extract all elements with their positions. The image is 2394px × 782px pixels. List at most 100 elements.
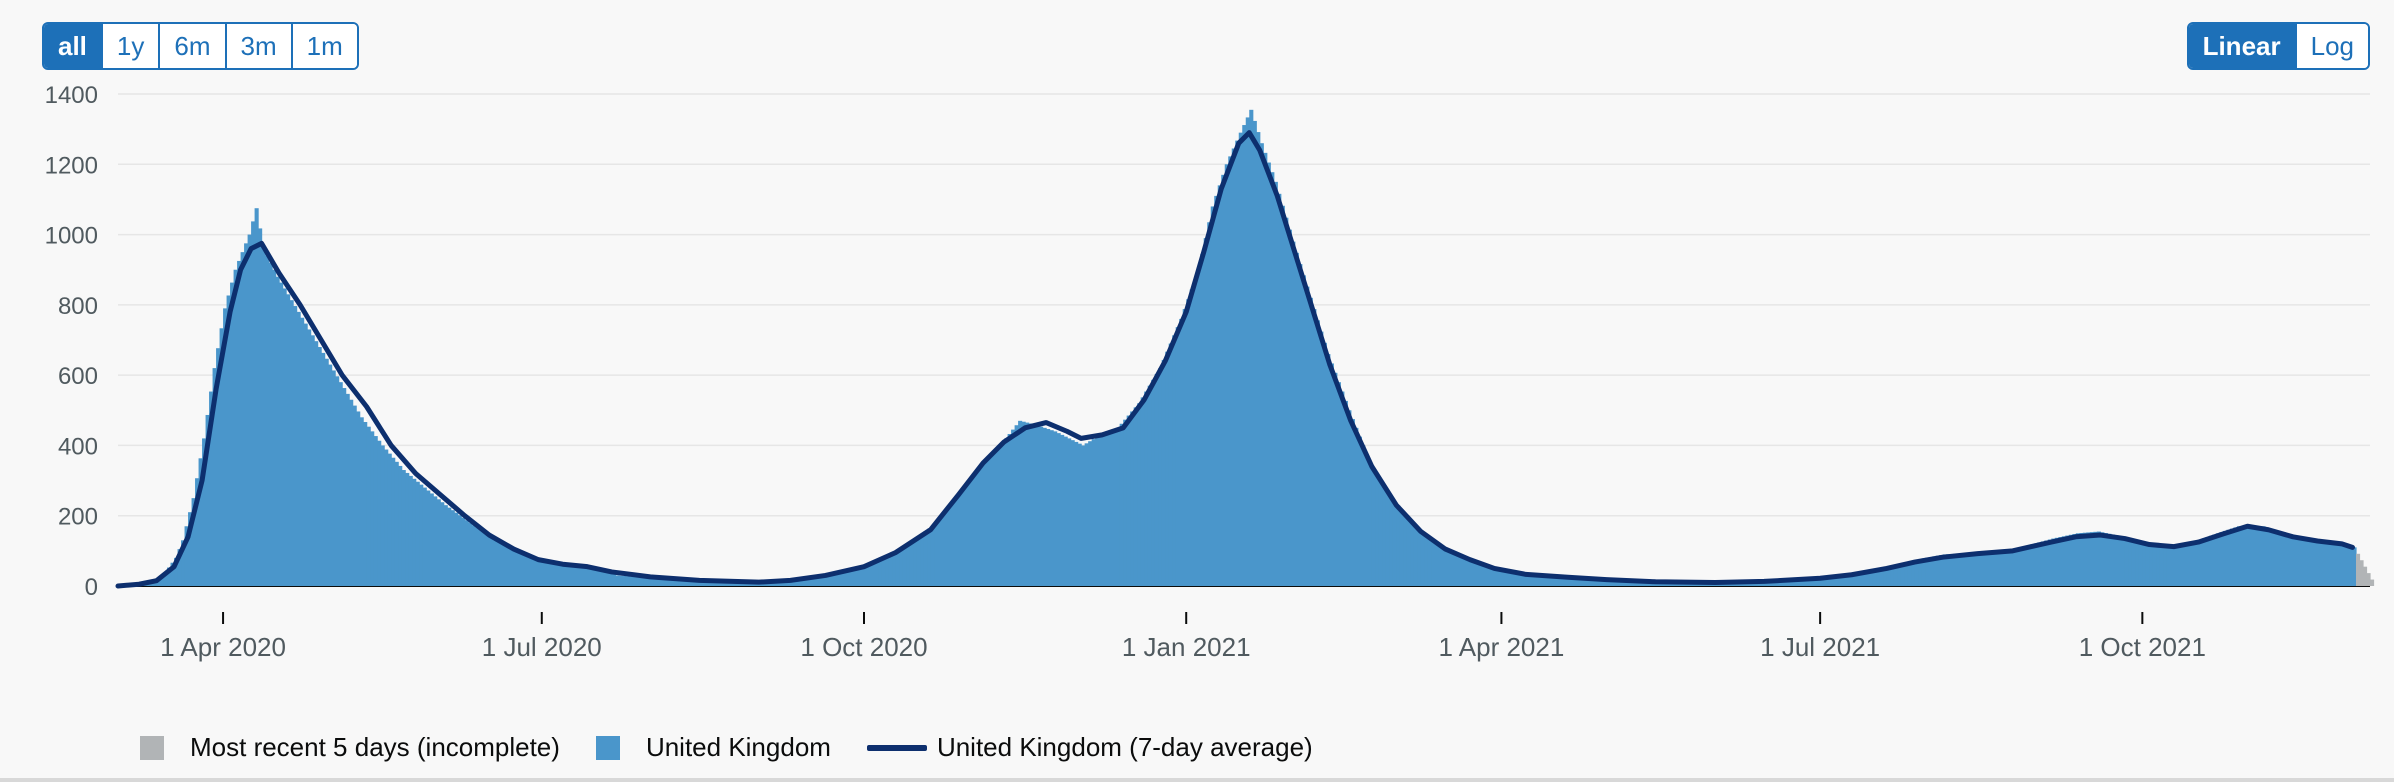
daily-bar xyxy=(391,457,396,586)
daily-bar xyxy=(1872,569,1877,586)
daily-bar xyxy=(2208,535,2213,586)
daily-bar xyxy=(1042,427,1047,586)
daily-bar xyxy=(1354,427,1359,586)
daily-bar xyxy=(685,580,690,586)
daily-bar xyxy=(1133,407,1138,586)
daily-bar xyxy=(177,549,182,586)
daily-bar xyxy=(387,453,392,586)
daily-bar xyxy=(1504,571,1510,586)
legend-label-incomplete: Most recent 5 days (incomplete) xyxy=(190,732,560,762)
daily-bar xyxy=(1837,575,1842,586)
daily-bar xyxy=(601,571,606,586)
cases-chart[interactable]: 0 200 400 600 800 1000 1200 1400 1 Apr 2020 1 Ju… xyxy=(0,0,2394,720)
daily-bar xyxy=(226,295,231,586)
daily-bar xyxy=(1900,563,1905,586)
daily-bar xyxy=(384,449,389,586)
range-1y-button[interactable]: 1y xyxy=(102,24,161,68)
daily-bar xyxy=(2121,536,2126,586)
daily-bar xyxy=(293,306,298,586)
daily-bar xyxy=(1984,551,1989,586)
daily-bar xyxy=(524,554,529,586)
daily-bar xyxy=(990,452,995,586)
scale-log-button[interactable]: Log xyxy=(2296,24,2368,68)
daily-bar xyxy=(506,547,511,586)
daily-bar xyxy=(1865,570,1870,586)
daily-bar xyxy=(2019,547,2024,586)
daily-bar xyxy=(2180,544,2185,586)
y-tick-label: 400 xyxy=(58,433,98,460)
daily-bar xyxy=(576,566,581,586)
daily-bar xyxy=(1294,252,1299,586)
daily-bar xyxy=(559,563,564,586)
daily-bar xyxy=(261,248,266,586)
daily-bar xyxy=(1326,354,1331,586)
daily-bar xyxy=(1557,576,1562,586)
daily-bar xyxy=(1448,550,1453,586)
daily-bar xyxy=(1490,568,1496,586)
legend-item-daily[interactable]: United Kingdom xyxy=(595,732,831,763)
daily-bar xyxy=(1613,579,1618,586)
daily-bar xyxy=(181,540,186,586)
daily-bar xyxy=(415,481,420,586)
daily-bar xyxy=(1529,575,1534,586)
legend-item-incomplete[interactable]: Most recent 5 days (incomplete) xyxy=(140,732,560,763)
range-3m-button[interactable]: 3m xyxy=(226,24,293,68)
daily-bar xyxy=(2306,538,2312,586)
daily-bar xyxy=(1368,463,1373,586)
daily-bar xyxy=(352,405,357,586)
daily-bar xyxy=(1256,132,1261,586)
daily-bar xyxy=(1126,415,1131,586)
daily-bar xyxy=(310,335,315,586)
daily-bar xyxy=(1567,577,1573,586)
daily-bar xyxy=(478,530,483,586)
range-all-button[interactable]: all xyxy=(44,24,103,68)
daily-bar xyxy=(170,562,175,586)
daily-bar xyxy=(923,531,928,586)
daily-bar xyxy=(1606,579,1611,586)
legend-item-average[interactable]: United Kingdom (7-day average) xyxy=(866,732,1313,763)
daily-bar xyxy=(2229,528,2235,586)
daily-bar xyxy=(2345,546,2350,586)
daily-bar xyxy=(1494,569,1499,586)
daily-bar xyxy=(1056,433,1061,586)
daily-bar xyxy=(317,347,322,586)
daily-bar xyxy=(1974,552,1979,586)
daily-bar xyxy=(1378,479,1383,586)
daily-bar xyxy=(1508,571,1513,586)
daily-bar xyxy=(258,228,263,587)
daily-bar xyxy=(2247,526,2252,586)
daily-bar xyxy=(1452,551,1457,586)
daily-bar xyxy=(1585,578,1590,586)
daily-bar xyxy=(2303,538,2308,586)
range-6m-button[interactable]: 6m xyxy=(160,24,227,68)
daily-bar xyxy=(839,570,844,586)
daily-bar xyxy=(289,300,294,586)
daily-bar xyxy=(167,567,172,586)
daily-bar xyxy=(1539,576,1545,586)
daily-bar xyxy=(2261,526,2266,586)
daily-bar xyxy=(1564,577,1569,586)
daily-bar xyxy=(622,576,627,586)
daily-bar xyxy=(1462,556,1467,586)
daily-bar xyxy=(1935,555,1940,586)
daily-bar xyxy=(1921,558,1926,586)
daily-bar xyxy=(1911,560,1916,586)
daily-bar xyxy=(1420,532,1425,586)
range-1m-button[interactable]: 1m xyxy=(292,24,357,68)
daily-bar xyxy=(1319,331,1324,586)
daily-bar xyxy=(1907,561,1912,586)
daily-bar xyxy=(1238,132,1243,586)
daily-bar xyxy=(2068,534,2073,586)
daily-bar xyxy=(1039,426,1044,586)
daily-bar xyxy=(1487,566,1492,586)
daily-bar xyxy=(611,574,616,586)
daily-bar xyxy=(1053,431,1058,586)
daily-bar xyxy=(247,234,252,586)
daily-bar xyxy=(1140,397,1145,586)
daily-bar xyxy=(335,376,340,586)
scale-linear-button[interactable]: Linear xyxy=(2188,24,2297,68)
daily-bar xyxy=(1466,557,1471,586)
y-tick-label: 600 xyxy=(58,363,98,390)
x-axis: 1 Apr 2020 1 Jul 2020 1 Oct 2020 1 Jan 2021… xyxy=(160,612,2206,662)
daily-bar xyxy=(527,555,532,586)
